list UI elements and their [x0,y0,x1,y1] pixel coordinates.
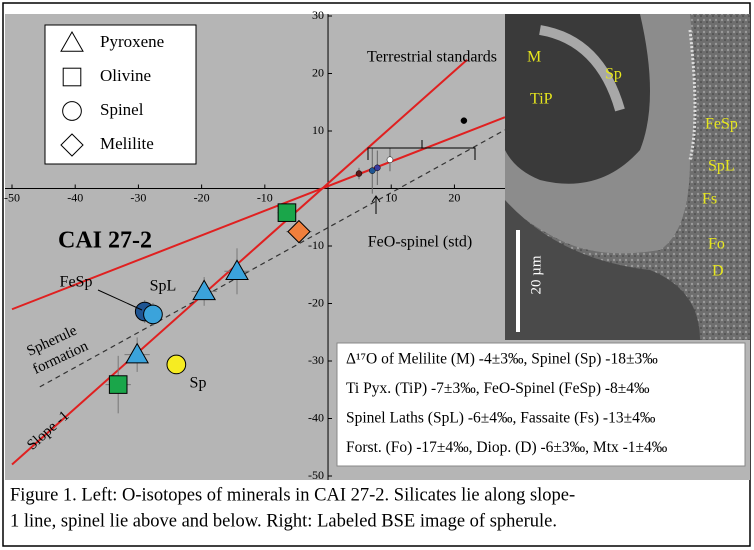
legend-label: Olivine [100,66,151,85]
info-line: Ti Pyx. (TiP) -7±3‰, FeO-Spinel (FeSp) -… [346,380,650,397]
legend-marker [63,68,81,86]
data-point [278,204,296,222]
info-line: Forst. (Fo) -17±4‰, Diop. (D) -6±3‰, Mtx… [346,439,668,456]
caption-line: 1 line, spinel lie above and below. Righ… [10,511,557,531]
x-tick-label: -30 [130,190,146,204]
x-tick-label: -20 [194,190,210,204]
data-point [144,305,163,324]
y-tick-label: -20 [308,295,324,309]
image-label: D [712,263,724,280]
image-label: Sp [605,66,622,83]
annotation: SpL [150,278,177,295]
annotation: CAI 27-2 [58,228,152,254]
y-tick-label: -50 [308,468,324,482]
x-tick-label: -50 [4,190,20,204]
standard-point [387,157,393,163]
annotation: Terrestrial standards [367,49,497,66]
info-line: Δ¹⁷O of Melilite (M) -4±3‰, Spinel (Sp) … [346,351,658,368]
annotation: FeO-spinel (std) [368,234,472,251]
caption-line: Figure 1. Left: O-isotopes of minerals i… [10,485,575,505]
annotation: Sp [190,375,207,392]
image-label: M [527,49,541,66]
standard-point [374,165,380,171]
y-tick-label: -10 [308,238,324,252]
scale-label: 20 µm [528,255,544,294]
data-point [167,355,186,374]
data-point [109,376,127,394]
legend-label: Melilite [100,134,154,153]
image-label: TiP [530,91,553,108]
standard-point [356,171,362,177]
image-label: FeSp [705,116,738,133]
legend-marker [63,102,82,121]
annotation: FeSp [60,274,93,291]
info-line: Spinel Laths (SpL) -6±4‰, Fassaite (Fs) … [346,410,656,427]
x-tick-label: -40 [67,190,83,204]
x-tick-label: 10 [385,190,397,204]
x-tick-label: 20 [448,190,460,204]
y-tick-label: 10 [312,123,324,137]
y-tick-label: 20 [312,65,324,79]
image-label: Fo [708,236,725,253]
y-tick-label: -40 [308,410,324,424]
image-label: Fs [702,191,717,208]
legend-label: Pyroxene [100,32,164,51]
y-tick-label: 30 [312,8,324,22]
x-tick-label: -10 [257,190,273,204]
y-tick-label: -30 [308,353,324,367]
image-label: SpL [708,158,735,175]
standard-point [461,118,467,124]
legend-label: Spinel [100,100,144,119]
